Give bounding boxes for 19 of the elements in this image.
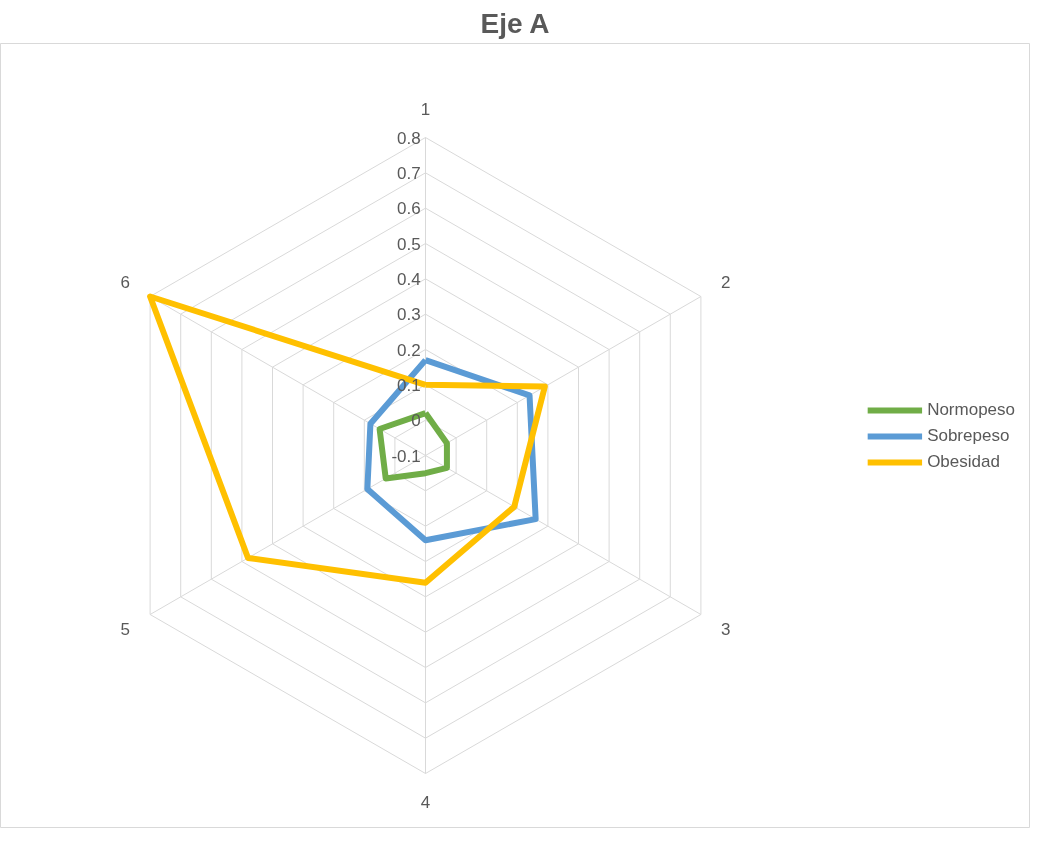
spoke-label: 1 <box>420 99 431 119</box>
y-tick-label: 0.8 <box>397 128 421 148</box>
spoke-label: 4 <box>420 793 431 813</box>
legend-label: Normopeso <box>927 399 1015 420</box>
y-tick-label: 0.3 <box>397 305 421 325</box>
spoke-label: 6 <box>120 273 131 293</box>
spoke-label: 5 <box>120 619 131 639</box>
spoke-label: 2 <box>720 273 731 293</box>
y-tick-label: 0.7 <box>397 163 421 183</box>
chart-title: Eje A <box>480 7 550 39</box>
y-tick-label: 0.5 <box>397 234 421 254</box>
legend-label: Obesidad <box>927 451 1000 472</box>
spoke-label: 3 <box>720 619 731 639</box>
legend-label: Sobrepeso <box>927 425 1010 446</box>
y-tick-label: 0.1 <box>397 375 421 395</box>
y-tick-label: 0.2 <box>397 340 421 360</box>
y-tick-label: -0.1 <box>391 446 421 466</box>
y-tick-label: 0.6 <box>397 199 421 219</box>
y-tick-label: 0.4 <box>397 269 421 289</box>
